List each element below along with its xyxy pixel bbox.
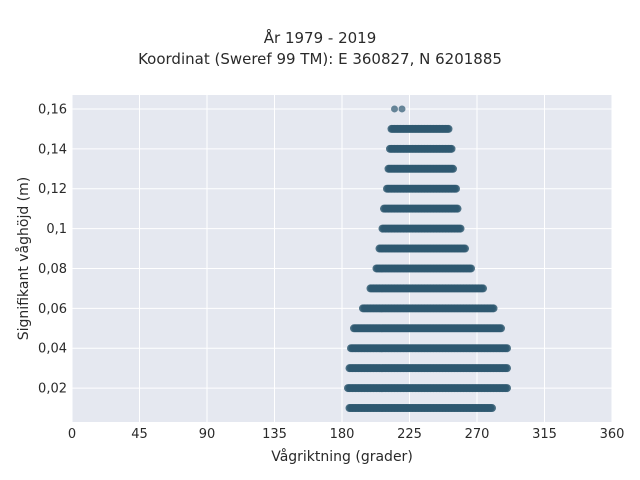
chart-title: År 1979 - 2019: [263, 29, 377, 47]
point-band: [375, 244, 469, 253]
point-band: [345, 364, 511, 373]
data-point: [444, 124, 453, 133]
point-band: [383, 184, 460, 193]
x-tick-label: 135: [262, 427, 287, 442]
y-tick-label: 0,14: [38, 142, 67, 157]
data-point: [398, 105, 406, 113]
data-point: [467, 264, 475, 273]
y-tick-label: 0,08: [38, 262, 67, 277]
y-tick-labels: 0,02 0,04 0,06 0,08 0,1 0,12 0,14 0,16: [38, 102, 67, 396]
point-band: [344, 384, 511, 393]
data-point: [497, 324, 505, 333]
chart-subtitle: Koordinat (Sweref 99 TM): E 360827, N 62…: [138, 50, 502, 68]
y-tick-label: 0,1: [46, 222, 67, 237]
y-tick-label: 0,06: [38, 302, 67, 317]
point-band: [384, 164, 457, 173]
x-tick-label: 90: [199, 427, 216, 442]
point-band: [366, 284, 487, 293]
data-point: [456, 224, 465, 233]
point-band: [372, 264, 475, 273]
x-tick-label: 45: [131, 427, 148, 442]
y-tick-label: 0,12: [38, 182, 67, 197]
data-point: [391, 105, 398, 113]
data-points: [344, 105, 511, 413]
data-point: [449, 164, 457, 173]
data-point: [503, 364, 511, 373]
x-tick-label: 360: [600, 427, 625, 442]
grid: [71, 95, 613, 422]
data-point: [453, 204, 462, 213]
data-point: [461, 244, 469, 253]
y-tick-label: 0,02: [38, 382, 67, 397]
data-point: [488, 404, 496, 413]
point-band: [350, 324, 505, 333]
y-tick-label: 0,04: [38, 342, 67, 357]
x-axis-label: Vågriktning (grader): [271, 448, 413, 465]
point-band: [347, 344, 511, 353]
point-band: [359, 304, 498, 313]
data-point: [503, 344, 511, 353]
point-band: [387, 124, 453, 133]
data-point: [447, 144, 456, 153]
point-band: [380, 204, 462, 213]
point-band: [378, 224, 465, 233]
data-point: [452, 184, 460, 193]
x-tick-label: 0: [68, 427, 76, 442]
data-point: [503, 384, 511, 393]
x-tick-label: 315: [532, 427, 557, 442]
point-band: [345, 404, 496, 413]
x-tick-label: 180: [330, 427, 355, 442]
y-tick-label: 0,16: [38, 102, 67, 117]
point-band: [391, 105, 406, 113]
x-tick-labels: 0 45 90 135 180 225 270 315 360: [68, 427, 625, 442]
x-tick-label: 270: [465, 427, 490, 442]
data-point: [489, 304, 498, 313]
point-band: [386, 144, 456, 153]
data-point: [479, 284, 487, 293]
y-axis-label: Signifikant våghöjd (m): [15, 177, 32, 340]
x-tick-label: 225: [397, 427, 422, 442]
